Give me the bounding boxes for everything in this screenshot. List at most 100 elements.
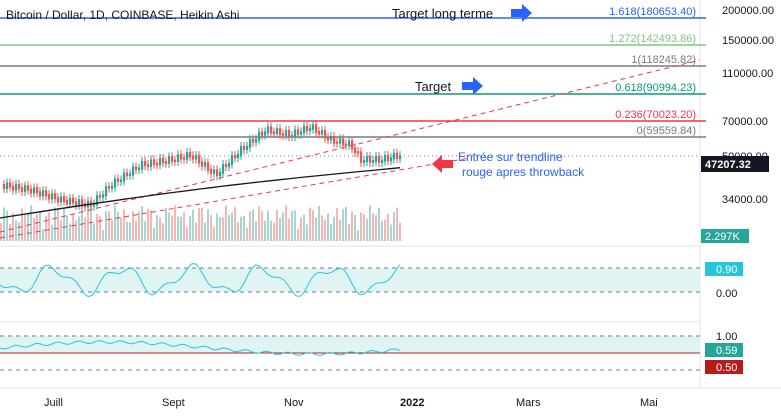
volume-bar [258,206,260,241]
moving-average-line [0,167,401,219]
volume-bar [312,210,314,241]
candle-body [162,157,165,164]
volume-bar [249,211,251,241]
price-candles [3,120,402,212]
trendline-upper[interactable] [0,59,701,233]
candle-body [144,160,147,167]
volume-bar [273,222,275,241]
candle-body [375,156,378,163]
price-tick: 150000.00 [722,35,774,47]
time-axis[interactable]: Juill Sept Nov 2022 Mars Mai [44,397,658,409]
volume-bar [165,207,167,241]
fib-level-label: 1(118245.82) [631,54,696,66]
volume-bar [231,212,233,241]
chart-title: Bitcoin / Dollar, 1D, COINBASE, Heikin A… [6,8,240,22]
candle-body [384,155,387,162]
candle-body [327,136,330,141]
volume-bar [36,213,38,241]
volume-bar [153,227,155,241]
volume-bar [111,219,113,241]
volume-bar [225,205,227,241]
candle-body [159,157,162,166]
candle-body [21,187,24,193]
candle-body [228,162,231,168]
oscillator2-band [0,336,700,353]
annotation-entry-line2[interactable]: rouge apres throwback [462,165,585,179]
candle-body [78,199,81,206]
fib-level-label: 0(59559.84) [637,125,696,137]
candle-body [201,161,204,167]
candle-body [132,166,135,176]
volume-bar [234,207,236,241]
candle-body [213,169,216,174]
annotation-target-long[interactable]: Target long terme [392,6,493,21]
volume-bar [168,212,170,241]
oscillator1-tick: 0.00 [716,288,737,300]
candle-body [54,193,57,200]
volume-bar [297,228,299,241]
volume-bar [348,223,350,241]
volume-tag [701,229,749,243]
time-label: Mai [640,397,658,409]
candle-body [369,156,372,163]
volume-bar [24,214,26,241]
candle-body [294,129,297,138]
volume-bar [387,213,389,241]
arrow-right-icon[interactable] [511,4,532,22]
candle-body [135,166,138,171]
volume-bar [123,209,125,241]
oscillator2-red-value: 0.50 [716,362,737,374]
volume-bar [99,216,101,241]
volume-bar [195,222,197,241]
volume-bar [222,217,224,241]
arrow-left-icon[interactable] [432,155,453,173]
candle-body [24,185,27,193]
candle-body [273,131,276,135]
arrow-right-icon[interactable] [462,77,483,95]
volume-bar [399,222,401,241]
volume-bar [210,215,212,241]
volume-bar [33,217,35,241]
candle-body [288,130,291,138]
candle-body [69,197,72,205]
volume-bar [276,210,278,241]
volume-bar [27,213,29,241]
volume-bar [351,211,353,241]
volume-bar [189,216,191,241]
candle-body [378,156,381,163]
fibonacci-retracement[interactable]: 1.618(180653.40) 1.272(142493.86) 1(118245… [0,6,706,138]
fib-level-label: 1.618(180653.40) [609,6,696,18]
candle-body [399,155,402,160]
candle-body [270,126,273,134]
volume-bar [219,217,221,241]
volume-bar [243,215,245,241]
price-axis[interactable]: 200000.00 150000.00 110000.00 70000.00 3… [701,5,774,243]
annotation-target[interactable]: Target [415,79,452,94]
candle-body [279,128,282,136]
oscillator2-line [0,339,401,357]
volume-bar [48,211,50,241]
trendline-lower[interactable] [0,157,471,239]
annotation-entry-line1[interactable]: Entrée sur trendline [458,150,563,164]
candle-body [27,185,30,191]
oscillator1-line [0,263,401,298]
volume-bar [30,205,32,241]
candle-body [366,156,369,163]
candle-body [324,130,327,139]
volume-bar [144,220,146,241]
candle-body [267,126,270,134]
volume-bar [207,209,209,241]
candle-body [153,159,156,165]
candle-body [291,135,294,138]
volume-bar [132,211,134,241]
volume-bar [246,227,248,241]
volume-bar [240,216,242,241]
candle-body [174,159,177,162]
candle-body [312,124,315,130]
volume-bar [69,223,71,241]
volume-bar [390,224,392,241]
candle-body [300,131,303,135]
volume-bar [393,211,395,241]
